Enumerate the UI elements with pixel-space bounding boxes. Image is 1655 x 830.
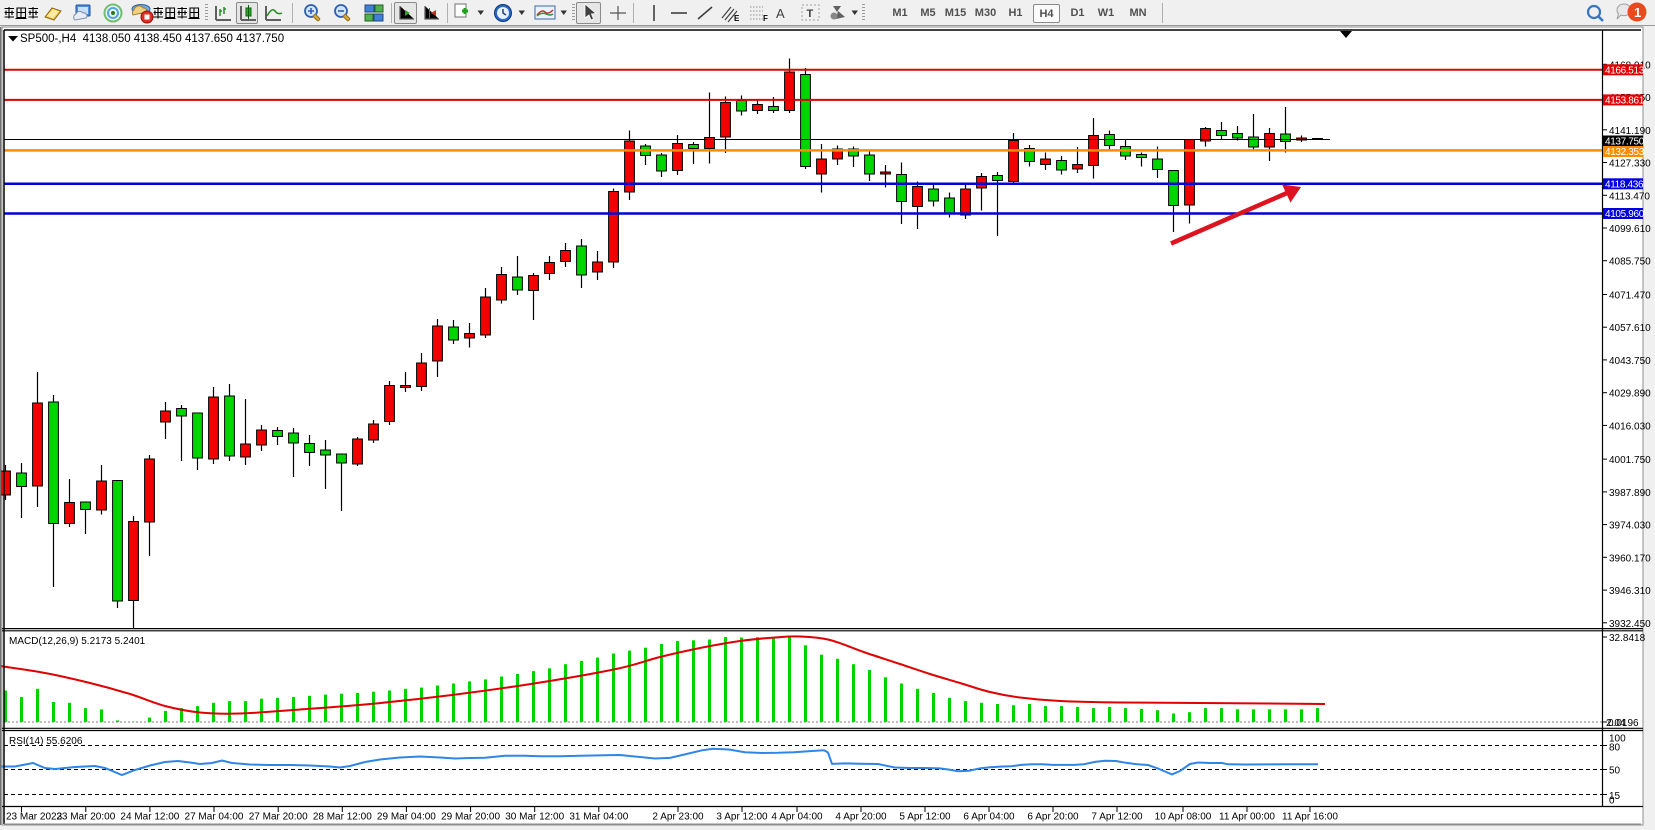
svg-text:SP500-,H4 4138.050 4138.450 4: SP500-,H4 4138.050 4138.450 4137.650 413… <box>20 33 284 45</box>
svg-text:E: E <box>734 14 740 23</box>
svg-text:32.8418: 32.8418 <box>1609 633 1646 644</box>
svg-text:3987.890: 3987.890 <box>1609 488 1651 499</box>
svg-text:4016.030: 4016.030 <box>1609 421 1651 432</box>
svg-text:4137.750: 4137.750 <box>1605 137 1645 148</box>
svg-text:11 Apr 16:00: 11 Apr 16:00 <box>1282 812 1338 823</box>
svg-text:24 Mar 12:00: 24 Mar 12:00 <box>120 812 179 823</box>
svg-text:4113.470: 4113.470 <box>1609 191 1650 202</box>
svg-text:RSI(14) 55.6206: RSI(14) 55.6206 <box>9 736 83 747</box>
svg-text:4153.861: 4153.861 <box>1605 96 1645 107</box>
svg-text:3 Apr 12:00: 3 Apr 12:00 <box>716 812 768 823</box>
svg-text:3974.030: 3974.030 <box>1609 521 1651 532</box>
svg-text:4141.190: 4141.190 <box>1609 126 1651 137</box>
svg-text:4085.750: 4085.750 <box>1609 257 1651 268</box>
svg-text:23 Mar 20:00: 23 Mar 20:00 <box>56 812 115 823</box>
svg-text:4105.960: 4105.960 <box>1605 209 1645 220</box>
svg-text:T: T <box>807 8 814 20</box>
svg-text:4057.610: 4057.610 <box>1609 323 1651 334</box>
svg-text:4001.750: 4001.750 <box>1609 455 1651 466</box>
svg-text:50: 50 <box>1609 766 1621 777</box>
svg-text:27 Mar 20:00: 27 Mar 20:00 <box>249 812 308 823</box>
svg-text:3960.170: 3960.170 <box>1609 553 1651 564</box>
svg-text:4166.513: 4166.513 <box>1605 66 1645 77</box>
svg-text:28 Mar 12:00: 28 Mar 12:00 <box>313 812 372 823</box>
svg-text:5 Apr 12:00: 5 Apr 12:00 <box>899 812 951 823</box>
svg-text:10 Apr 08:00: 10 Apr 08:00 <box>1155 812 1212 823</box>
svg-text:29 Mar 04:00: 29 Mar 04:00 <box>377 812 436 823</box>
svg-text:29 Mar 20:00: 29 Mar 20:00 <box>441 812 500 823</box>
svg-text:2.04: 2.04 <box>1606 718 1626 729</box>
svg-text:4029.890: 4029.890 <box>1609 389 1651 400</box>
svg-text:4132.353: 4132.353 <box>1605 147 1645 158</box>
svg-text:4118.436: 4118.436 <box>1605 180 1644 191</box>
svg-text:4043.750: 4043.750 <box>1609 356 1651 367</box>
svg-text:30 Mar 12:00: 30 Mar 12:00 <box>505 812 564 823</box>
svg-text:2 Apr 23:00: 2 Apr 23:00 <box>652 812 704 823</box>
svg-text:0: 0 <box>1609 795 1615 806</box>
svg-text:3946.310: 3946.310 <box>1609 586 1651 597</box>
svg-text:27 Mar 04:00: 27 Mar 04:00 <box>185 812 244 823</box>
svg-text:4099.610: 4099.610 <box>1609 224 1651 235</box>
svg-text:4 Apr 04:00: 4 Apr 04:00 <box>771 812 823 823</box>
svg-text:3932.450: 3932.450 <box>1609 619 1651 630</box>
svg-text:4 Apr 20:00: 4 Apr 20:00 <box>835 812 887 823</box>
svg-text:15: 15 <box>1609 791 1621 802</box>
svg-text:23 Mar 2023: 23 Mar 2023 <box>6 812 63 823</box>
svg-text:F: F <box>763 14 768 23</box>
svg-text:31 Mar 04:00: 31 Mar 04:00 <box>569 812 628 823</box>
svg-text:100: 100 <box>1609 734 1626 745</box>
svg-text:MACD(12,26,9) 5.2173 5.2401: MACD(12,26,9) 5.2173 5.2401 <box>9 636 146 647</box>
svg-text:4071.470: 4071.470 <box>1609 291 1651 302</box>
svg-text:80: 80 <box>1609 742 1621 753</box>
svg-text:1: 1 <box>1634 5 1641 20</box>
svg-text:11 Apr 00:00: 11 Apr 00:00 <box>1219 812 1275 823</box>
svg-text:0.0196: 0.0196 <box>1608 718 1639 729</box>
svg-text:7 Apr 12:00: 7 Apr 12:00 <box>1091 812 1143 823</box>
svg-text:6 Apr 20:00: 6 Apr 20:00 <box>1027 812 1079 823</box>
svg-text:6 Apr 04:00: 6 Apr 04:00 <box>963 812 1015 823</box>
svg-text:4127.330: 4127.330 <box>1609 159 1651 170</box>
